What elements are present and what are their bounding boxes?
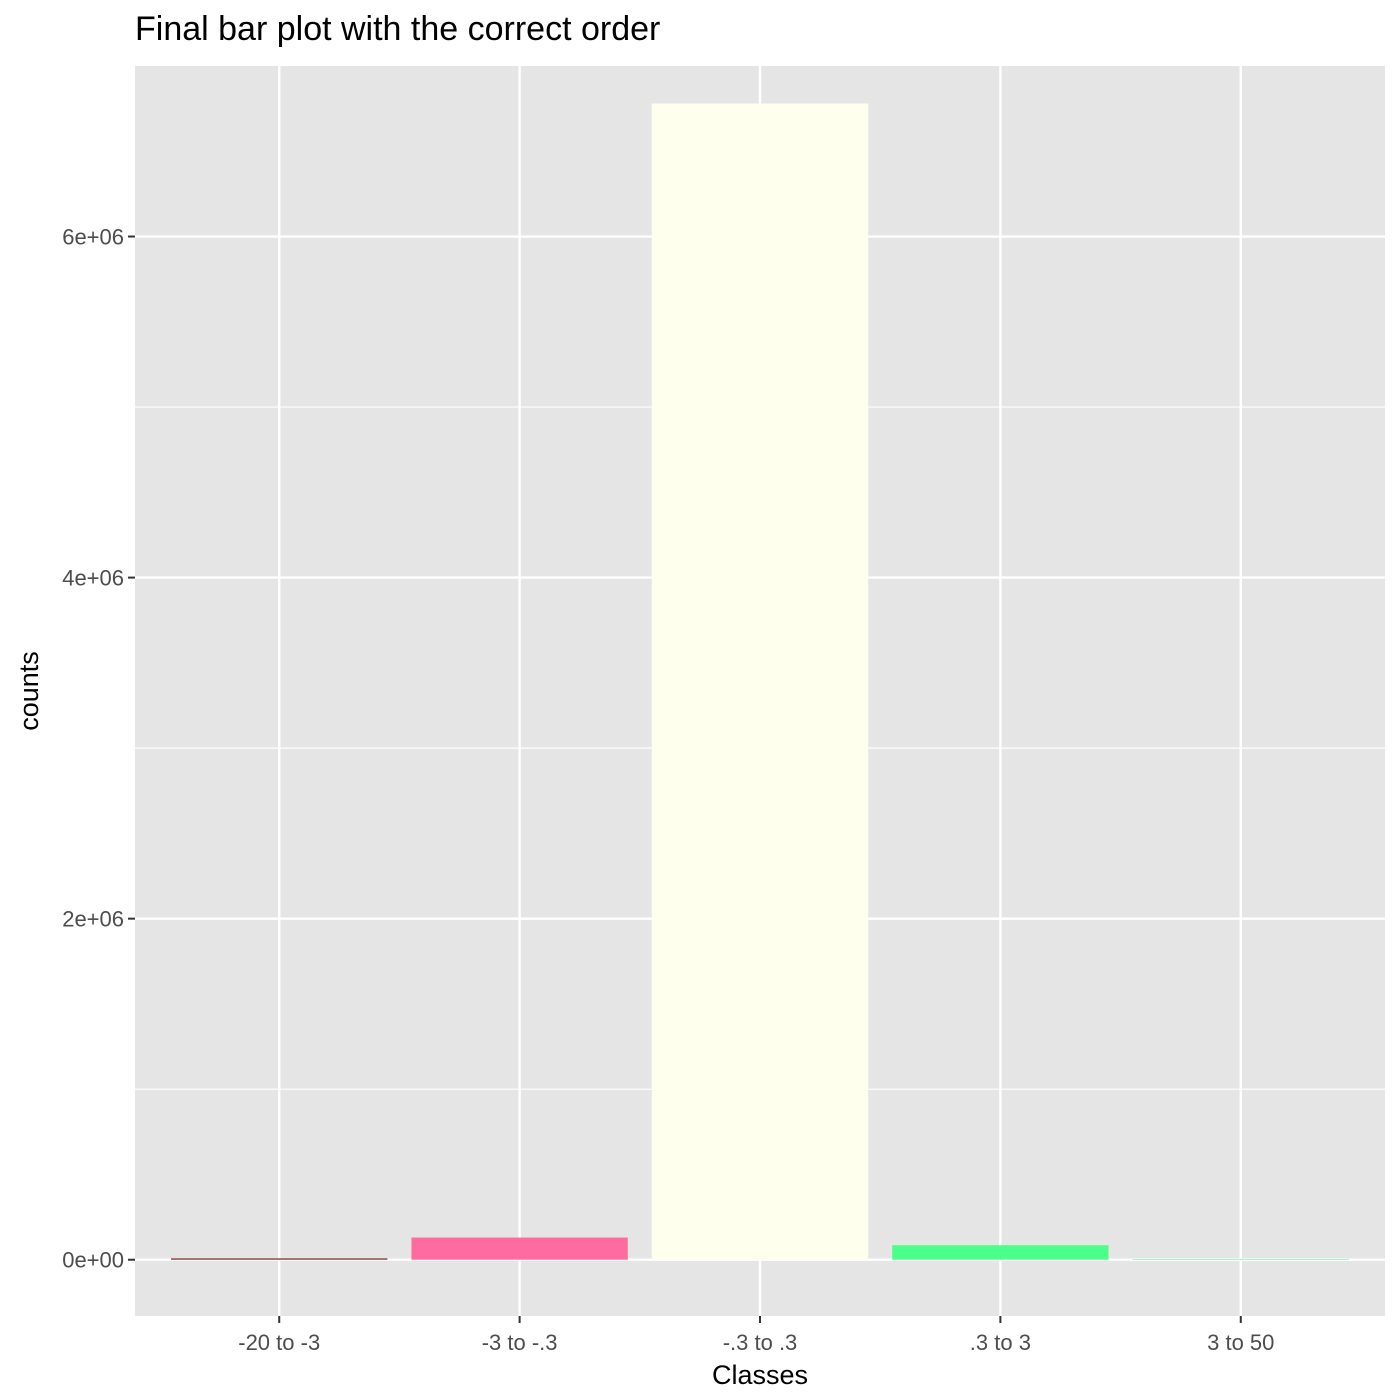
y-tick-label: 0e+00	[62, 1248, 124, 1273]
bar	[892, 1245, 1109, 1260]
x-tick-label: -.3 to .3	[723, 1330, 798, 1355]
x-tick-label: -3 to -.3	[482, 1330, 558, 1355]
bar	[411, 1237, 628, 1260]
x-tick-label: 3 to 50	[1207, 1330, 1274, 1355]
y-axis-title: counts	[14, 651, 44, 731]
x-axis-title: Classes	[712, 1360, 808, 1390]
y-axis: 0e+00 2e+06 4e+06 6e+06	[62, 225, 135, 1273]
bar	[171, 1258, 388, 1260]
x-tick-label: -20 to -3	[238, 1330, 320, 1355]
bar	[651, 103, 869, 1260]
x-tick-label: .3 to 3	[970, 1330, 1031, 1355]
x-axis: -20 to -3 -3 to -.3 -.3 to .3 .3 to 3 3 to 5…	[238, 1316, 1274, 1355]
y-tick-label: 6e+06	[62, 225, 124, 250]
y-tick-label: 4e+06	[62, 566, 124, 591]
chart-title: Final bar plot with the correct order	[135, 10, 661, 48]
y-tick-label: 2e+06	[62, 907, 124, 932]
bars	[171, 103, 1349, 1261]
bar	[1132, 1259, 1349, 1261]
